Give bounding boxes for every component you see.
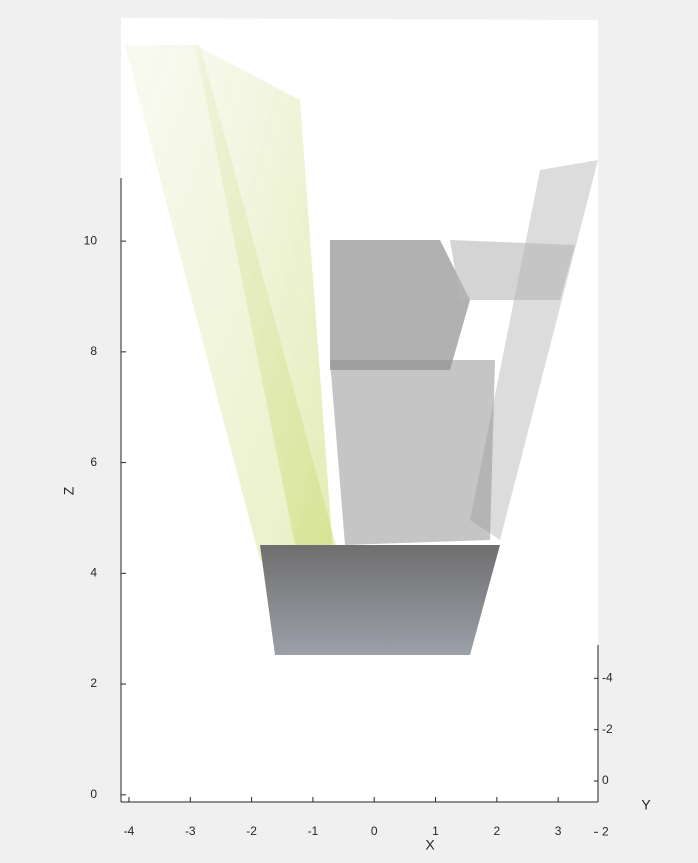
x-tick-label: -1 [308,824,319,838]
z-tick-label: 6 [90,455,97,469]
cloud-base [260,545,500,655]
z-tick-label: 0 [90,787,97,801]
x-tick-label: 0 [371,824,378,838]
z-tick-label: 8 [90,344,97,358]
cloud-streak [195,45,335,580]
x-tick-label: 1 [432,824,439,838]
cloud-block [450,240,575,300]
x-tick-label: 2 [493,824,500,838]
y-tick-label: 0 [602,773,609,787]
z-axis-label: Z [61,486,77,495]
z-tick-label: 2 [90,676,97,690]
x-tick-label: -4 [124,824,135,838]
z-tick-label: 10 [84,233,98,247]
point-cloud [125,45,598,655]
y-tick-label: -4 [602,671,613,685]
x-axis-label: X [425,837,435,853]
x-tick-label: -2 [246,824,257,838]
y-axis-label: Y [641,797,651,813]
cloud-block [330,240,470,370]
x-tick-label: 3 [555,824,562,838]
cloud-body [330,360,495,545]
x-tick-label: -3 [185,824,196,838]
z-tick-label: 4 [90,566,97,580]
y-tick-label: 2 [602,824,609,838]
y-tick-label: -2 [602,722,613,736]
